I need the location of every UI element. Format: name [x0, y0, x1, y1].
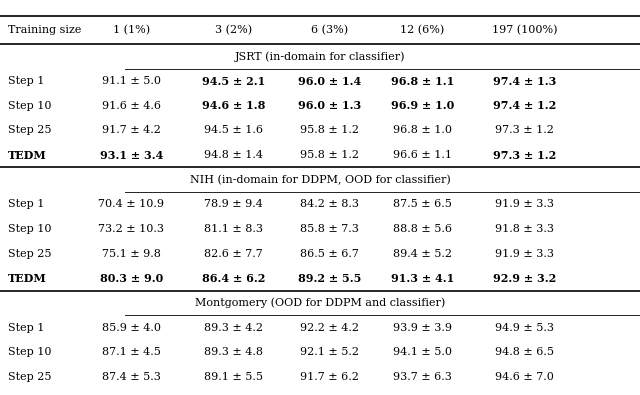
Text: 85.9 ± 4.0: 85.9 ± 4.0 — [102, 323, 161, 333]
Text: 93.7 ± 6.3: 93.7 ± 6.3 — [393, 372, 452, 382]
Text: TEDM: TEDM — [8, 273, 47, 284]
Text: Step 1: Step 1 — [8, 76, 44, 86]
Text: Step 25: Step 25 — [8, 372, 51, 382]
Text: 94.6 ± 7.0: 94.6 ± 7.0 — [495, 372, 554, 382]
Text: 94.8 ± 1.4: 94.8 ± 1.4 — [204, 150, 263, 160]
Text: 95.8 ± 1.2: 95.8 ± 1.2 — [300, 126, 359, 135]
Text: 97.3 ± 1.2: 97.3 ± 1.2 — [493, 150, 556, 161]
Text: 1 (1%): 1 (1%) — [113, 25, 150, 35]
Text: 97.4 ± 1.3: 97.4 ± 1.3 — [493, 75, 557, 87]
Text: JSRT (in-domain for classifier): JSRT (in-domain for classifier) — [235, 51, 405, 62]
Text: 80.3 ± 9.0: 80.3 ± 9.0 — [100, 273, 163, 284]
Text: 96.8 ± 1.1: 96.8 ± 1.1 — [391, 75, 454, 87]
Text: 97.3 ± 1.2: 97.3 ± 1.2 — [495, 126, 554, 135]
Text: 86.5 ± 6.7: 86.5 ± 6.7 — [300, 249, 359, 259]
Text: 6 (3%): 6 (3%) — [311, 25, 348, 35]
Text: 89.3 ± 4.2: 89.3 ± 4.2 — [204, 323, 263, 333]
Text: 95.8 ± 1.2: 95.8 ± 1.2 — [300, 150, 359, 160]
Text: 91.6 ± 4.6: 91.6 ± 4.6 — [102, 101, 161, 111]
Text: 12 (6%): 12 (6%) — [400, 25, 445, 35]
Text: 94.8 ± 6.5: 94.8 ± 6.5 — [495, 347, 554, 357]
Text: 78.9 ± 9.4: 78.9 ± 9.4 — [204, 199, 263, 209]
Text: 96.0 ± 1.4: 96.0 ± 1.4 — [298, 75, 361, 87]
Text: 91.7 ± 4.2: 91.7 ± 4.2 — [102, 126, 161, 135]
Text: 91.3 ± 4.1: 91.3 ± 4.1 — [391, 273, 454, 284]
Text: 3 (2%): 3 (2%) — [215, 25, 252, 35]
Text: 87.1 ± 4.5: 87.1 ± 4.5 — [102, 347, 161, 357]
Text: 91.1 ± 5.0: 91.1 ± 5.0 — [102, 76, 161, 86]
Text: 81.1 ± 8.3: 81.1 ± 8.3 — [204, 224, 263, 234]
Text: 93.9 ± 3.9: 93.9 ± 3.9 — [393, 323, 452, 333]
Text: 88.8 ± 5.6: 88.8 ± 5.6 — [393, 224, 452, 234]
Text: TEDM: TEDM — [8, 150, 47, 161]
Text: NIH (in-domain for DDPM, OOD for classifier): NIH (in-domain for DDPM, OOD for classif… — [189, 175, 451, 185]
Text: 92.1 ± 5.2: 92.1 ± 5.2 — [300, 347, 359, 357]
Text: 94.9 ± 5.3: 94.9 ± 5.3 — [495, 323, 554, 333]
Text: 96.0 ± 1.3: 96.0 ± 1.3 — [298, 100, 361, 111]
Text: 87.5 ± 6.5: 87.5 ± 6.5 — [393, 199, 452, 209]
Text: Montgomery (OOD for DDPM and classifier): Montgomery (OOD for DDPM and classifier) — [195, 298, 445, 308]
Text: Step 1: Step 1 — [8, 199, 44, 209]
Text: Step 10: Step 10 — [8, 347, 51, 357]
Text: 96.9 ± 1.0: 96.9 ± 1.0 — [391, 100, 454, 111]
Text: 94.1 ± 5.0: 94.1 ± 5.0 — [393, 347, 452, 357]
Text: 94.5 ± 2.1: 94.5 ± 2.1 — [202, 75, 265, 87]
Text: 73.2 ± 10.3: 73.2 ± 10.3 — [98, 224, 164, 234]
Text: 91.9 ± 3.3: 91.9 ± 3.3 — [495, 249, 554, 259]
Text: 70.4 ± 10.9: 70.4 ± 10.9 — [98, 199, 164, 209]
Text: 94.5 ± 1.6: 94.5 ± 1.6 — [204, 126, 263, 135]
Text: 91.9 ± 3.3: 91.9 ± 3.3 — [495, 199, 554, 209]
Text: 92.2 ± 4.2: 92.2 ± 4.2 — [300, 323, 359, 333]
Text: 82.6 ± 7.7: 82.6 ± 7.7 — [204, 249, 263, 259]
Text: 89.2 ± 5.5: 89.2 ± 5.5 — [298, 273, 362, 284]
Text: 197 (100%): 197 (100%) — [492, 25, 557, 35]
Text: 91.8 ± 3.3: 91.8 ± 3.3 — [495, 224, 554, 234]
Text: 97.4 ± 1.2: 97.4 ± 1.2 — [493, 100, 556, 111]
Text: 87.4 ± 5.3: 87.4 ± 5.3 — [102, 372, 161, 382]
Text: Step 10: Step 10 — [8, 224, 51, 234]
Text: 89.4 ± 5.2: 89.4 ± 5.2 — [393, 249, 452, 259]
Text: 89.1 ± 5.5: 89.1 ± 5.5 — [204, 372, 263, 382]
Text: 96.8 ± 1.0: 96.8 ± 1.0 — [393, 126, 452, 135]
Text: Training size: Training size — [8, 25, 81, 35]
Text: Step 1: Step 1 — [8, 323, 44, 333]
Text: 75.1 ± 9.8: 75.1 ± 9.8 — [102, 249, 161, 259]
Text: 94.6 ± 1.8: 94.6 ± 1.8 — [202, 100, 266, 111]
Text: 84.2 ± 8.3: 84.2 ± 8.3 — [300, 199, 359, 209]
Text: 89.3 ± 4.8: 89.3 ± 4.8 — [204, 347, 263, 357]
Text: Step 10: Step 10 — [8, 101, 51, 111]
Text: Step 25: Step 25 — [8, 126, 51, 135]
Text: 92.9 ± 3.2: 92.9 ± 3.2 — [493, 273, 556, 284]
Text: 96.6 ± 1.1: 96.6 ± 1.1 — [393, 150, 452, 160]
Text: 86.4 ± 6.2: 86.4 ± 6.2 — [202, 273, 266, 284]
Text: 91.7 ± 6.2: 91.7 ± 6.2 — [300, 372, 359, 382]
Text: 93.1 ± 3.4: 93.1 ± 3.4 — [99, 150, 163, 161]
Text: 85.8 ± 7.3: 85.8 ± 7.3 — [300, 224, 359, 234]
Text: Step 25: Step 25 — [8, 249, 51, 259]
